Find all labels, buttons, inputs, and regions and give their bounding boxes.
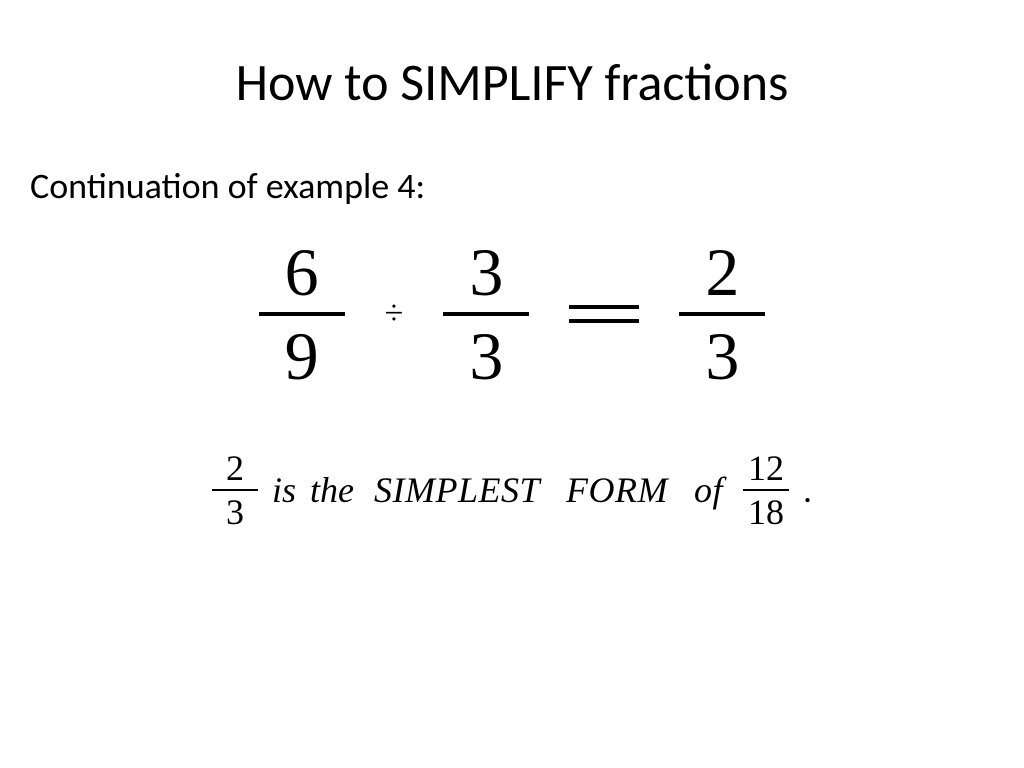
equation-row: 6 9 ÷ 3 3 2 3	[30, 238, 994, 390]
statement-word-simplest: SIMPLEST	[374, 469, 540, 511]
fraction-3: 2 3	[679, 238, 765, 390]
result-fraction: 2 3	[212, 450, 258, 530]
slide: How to SIMPLIFY fractions Continuation o…	[0, 0, 1024, 768]
statement-word-is: is	[272, 469, 296, 511]
equals-sign	[569, 305, 639, 323]
fraction-3-numerator: 2	[697, 238, 747, 306]
slide-title: How to SIMPLIFY fractions	[30, 50, 994, 114]
statement-period: .	[803, 469, 812, 511]
result-fraction-denominator: 3	[222, 494, 248, 530]
statement-word-of: of	[694, 469, 723, 511]
source-fraction-numerator: 12	[744, 450, 788, 486]
fraction-2-numerator: 3	[461, 238, 511, 306]
statement-word-form: FORM	[566, 469, 668, 511]
fraction-bar	[743, 489, 789, 491]
division-operator: ÷	[385, 297, 404, 331]
fraction-bar	[259, 312, 345, 316]
source-fraction-denominator: 18	[744, 494, 788, 530]
fraction-bar	[212, 489, 258, 491]
fraction-3-denominator: 3	[697, 322, 747, 390]
fraction-1-numerator: 6	[277, 238, 327, 306]
statement-row: 2 3 is the SIMPLEST FORM of 12 18 .	[30, 450, 994, 530]
source-fraction: 12 18	[743, 450, 789, 530]
fraction-bar	[679, 312, 765, 316]
fraction-bar	[443, 312, 529, 316]
result-fraction-numerator: 2	[222, 450, 248, 486]
fraction-1-denominator: 9	[277, 322, 327, 390]
slide-subtitle: Continuation of example 4:	[30, 164, 994, 208]
statement-word-the: the	[310, 469, 354, 511]
fraction-2-denominator: 3	[461, 322, 511, 390]
fraction-1: 6 9	[259, 238, 345, 390]
fraction-2: 3 3	[443, 238, 529, 390]
